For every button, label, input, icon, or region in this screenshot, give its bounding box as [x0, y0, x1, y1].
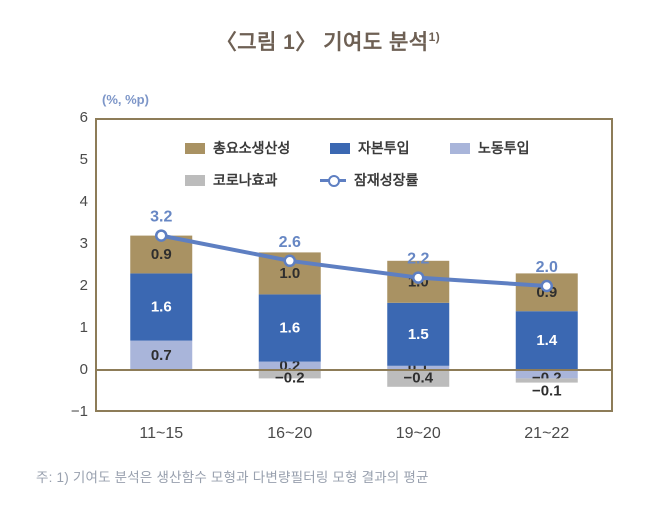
legend-item-capital: 자본투입 — [330, 140, 410, 156]
y-tick-label: 1 — [79, 319, 88, 336]
trend-value-label: 2.0 — [536, 259, 558, 276]
bar-segment — [387, 370, 450, 387]
bar-segment-label: −0.1 — [532, 383, 562, 400]
legend-label-potential-growth: 잠재성장률 — [354, 172, 419, 188]
plot-area: 0.71.60.90.21.61.0−0.20.11.51.0−0.41.40.… — [95, 118, 613, 412]
legend-label-labor: 노동투입 — [478, 140, 530, 156]
trend-line — [159, 233, 549, 288]
bar-segment-label: 1.6 — [151, 299, 172, 316]
chart-title-text: 〈그림 1〉 기여도 분석 — [215, 31, 429, 54]
y-tick-label: 6 — [79, 109, 88, 126]
y-tick-label: 4 — [79, 193, 88, 210]
line-marker-icon — [320, 174, 346, 187]
footnote: 주: 1) 기여도 분석은 생산함수 모형과 다변량필터링 모형 결과의 평균 — [36, 470, 429, 485]
bar-segment-label: 1.5 — [408, 326, 429, 343]
legend-label-corona: 코로나효과 — [213, 172, 278, 188]
legend-swatch-corona — [185, 174, 205, 186]
trend-marker — [540, 279, 553, 293]
bar-segment — [387, 302, 450, 366]
y-tick-label: 3 — [79, 235, 88, 252]
chart-canvas: 0.71.60.90.21.61.0−0.20.11.51.0−0.41.40.… — [97, 209, 611, 400]
bar-segment — [258, 294, 321, 362]
trend-marker — [283, 254, 296, 268]
legend-item-potential-growth: 잠재성장률 — [320, 172, 418, 188]
legend-label-capital: 자본투입 — [358, 140, 410, 156]
trend-marker — [412, 271, 425, 284]
bar-segment-label: −0.4 — [403, 370, 433, 387]
legend-item-corona: 코로나효과 — [185, 172, 277, 188]
legend-item-tfp: 총요소생산성 — [185, 140, 290, 156]
line-marker-circle — [328, 175, 340, 187]
y-tick-label: 5 — [79, 151, 88, 168]
bar-segment — [515, 378, 578, 383]
chart-title: 〈그림 1〉 기여도 분석1) — [0, 26, 656, 56]
bar-segment — [515, 311, 578, 370]
legend-item-labor: 노동투입 — [450, 140, 530, 156]
legend-swatch-labor — [450, 142, 470, 154]
trend-value-label: 2.2 — [407, 251, 429, 268]
legend-label-tfp: 총요소생산성 — [213, 140, 291, 156]
bar-segment-label: 0.7 — [151, 347, 172, 364]
bar-segment-label: 1.0 — [279, 265, 300, 282]
legend-swatch-capital — [330, 142, 350, 154]
bar-segment — [387, 365, 450, 370]
trend-value-label: 2.6 — [279, 234, 301, 251]
bar-segment — [258, 370, 321, 379]
bar-segment-label: −0.2 — [275, 370, 305, 387]
y-tick-label: 0 — [79, 361, 88, 378]
y-tick-label: 2 — [79, 277, 88, 294]
x-tick-label: 11~15 — [139, 425, 184, 442]
chart-title-footnote-marker: 1) — [428, 30, 441, 44]
trend-value-label: 3.2 — [150, 209, 172, 226]
bar-segment — [130, 340, 193, 370]
x-tick-label: 19~20 — [395, 425, 441, 442]
bar-segment — [515, 370, 578, 379]
axis-unit-label: (%, %p) — [102, 92, 149, 107]
x-tick-label: 21~22 — [524, 425, 570, 442]
bar-segment-label: 0.9 — [151, 246, 172, 263]
bar-segment — [258, 361, 321, 370]
legend-swatch-tfp — [185, 142, 205, 154]
trend-marker — [155, 229, 168, 242]
x-tick-label: 16~20 — [267, 425, 313, 442]
bar-segment — [515, 273, 578, 312]
bar-segment — [130, 273, 193, 341]
bar-segment-label: 1.6 — [279, 320, 300, 337]
bar-segment-label: 1.4 — [536, 332, 558, 349]
bar-segment — [130, 235, 193, 274]
y-tick-label: −1 — [70, 403, 88, 420]
